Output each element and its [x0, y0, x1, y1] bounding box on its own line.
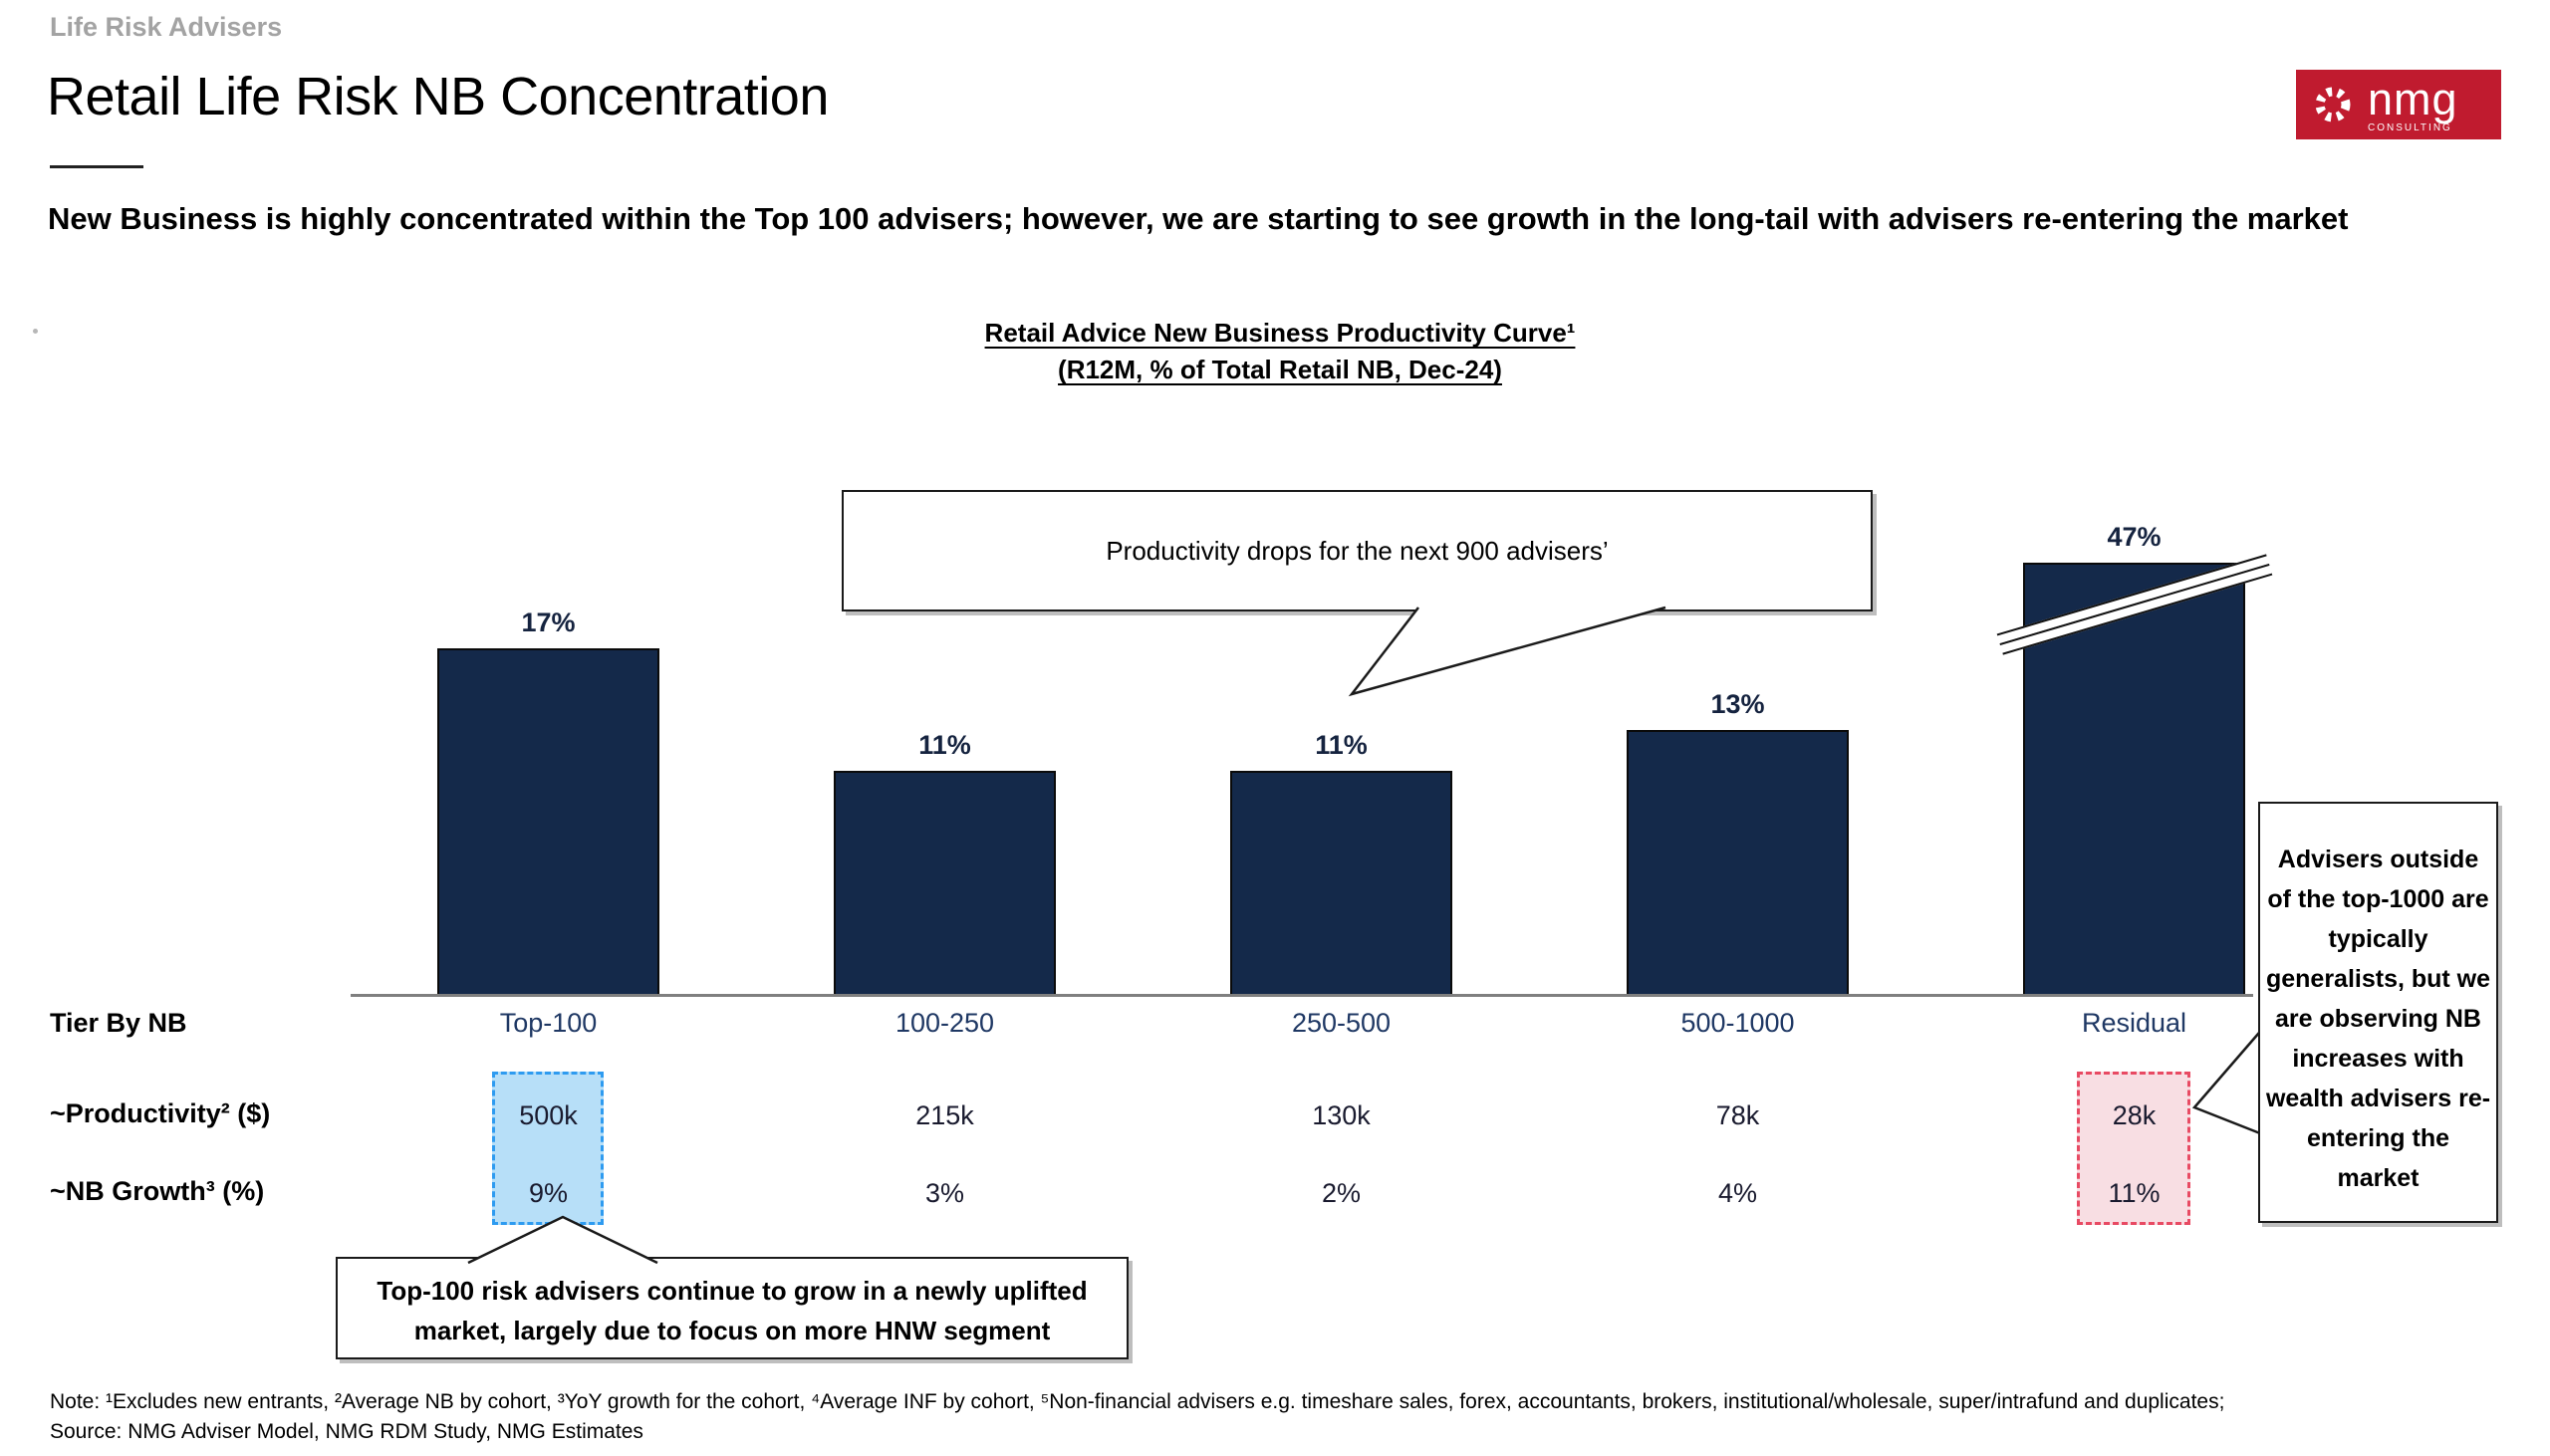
productivity-cell: 215k — [915, 1100, 974, 1130]
bar-value-label: 47% — [2107, 522, 2162, 552]
row-label-productivity: ~Productivity² ($) — [50, 1098, 271, 1128]
bar-500-1000 — [1627, 730, 1849, 996]
highlight-box-top-100 — [492, 1072, 604, 1225]
callout-top100-text: Top-100 risk advisers continue to grow i… — [377, 1276, 1088, 1345]
productivity-cell: 500k — [519, 1100, 578, 1130]
footnote: Note: ¹Excludes new entrants, ²Average N… — [50, 1390, 2225, 1413]
productivity-cell: 78k — [1715, 1100, 1760, 1130]
source-line: Source: NMG Adviser Model, NMG RDM Study… — [50, 1420, 643, 1443]
callout-top100-growth: Top-100 risk advisers continue to grow i… — [336, 1257, 1129, 1359]
bar-top-100 — [437, 648, 659, 996]
tier-cell: 250-500 — [1291, 1008, 1392, 1038]
tier-cell: Top-100 — [499, 1008, 598, 1038]
callout-residual-advisers: Advisers outside of the top-1000 are typ… — [2258, 802, 2498, 1223]
bar-100-250 — [834, 771, 1056, 996]
callout-residual-text: Advisers outside of the top-1000 are typ… — [2265, 846, 2491, 1192]
bar-group-residual: 47% — [2023, 0, 2245, 996]
bar-value-label: 11% — [918, 730, 971, 760]
tier-cell: 500-1000 — [1680, 1008, 1795, 1038]
growth-cell: 4% — [1717, 1178, 1758, 1208]
logo-subtext: CONSULTING — [2368, 121, 2452, 133]
title-underline — [50, 165, 143, 168]
bar-group-500-1000: 13% — [1627, 0, 1849, 996]
callout-productivity-drop: Productivity drops for the next 900 advi… — [842, 490, 1873, 611]
chart-title-line2: (R12M, % of Total Retail NB, Dec-24) — [1058, 355, 1502, 384]
highlight-box-residual — [2077, 1072, 2190, 1225]
nmg-logo: nmg CONSULTING — [2296, 70, 2501, 139]
bar-value-label: 11% — [1315, 730, 1368, 760]
growth-cell: 2% — [1321, 1178, 1362, 1208]
tier-cell: Residual — [2081, 1008, 2187, 1038]
bar-value-label: 17% — [521, 607, 576, 637]
eyebrow-label: Life Risk Advisers — [50, 12, 283, 42]
page-title: Retail Life Risk NB Concentration — [47, 67, 829, 126]
chart-title-line1: Retail Advice New Business Productivity … — [984, 318, 1576, 348]
nmg-starburst-icon — [2315, 87, 2351, 122]
growth-cell: 11% — [2108, 1178, 2161, 1208]
logo-wordmark: nmg — [2368, 73, 2458, 124]
tier-cell: 100-250 — [894, 1008, 995, 1038]
bar-group-100-250: 11% — [834, 0, 1056, 996]
productivity-cell: 130k — [1312, 1100, 1371, 1130]
x-axis-line — [351, 994, 2253, 997]
chart-title: Retail Advice New Business Productivity … — [812, 315, 1748, 388]
bar-value-label: 13% — [1710, 689, 1765, 719]
growth-cell: 9% — [528, 1178, 569, 1208]
bar-group-top-100: 17% — [437, 0, 659, 996]
callout-productivity-text: Productivity drops for the next 900 advi… — [1106, 535, 1609, 566]
row-label-growth: ~NB Growth³ (%) — [50, 1176, 265, 1206]
productivity-cell: 28k — [2112, 1100, 2157, 1130]
subtitle: New Business is highly concentrated with… — [48, 201, 2349, 236]
bar-250-500 — [1230, 771, 1452, 996]
stray-mark — [33, 329, 38, 334]
row-label-tier: Tier By NB — [50, 1008, 187, 1038]
growth-cell: 3% — [924, 1178, 965, 1208]
